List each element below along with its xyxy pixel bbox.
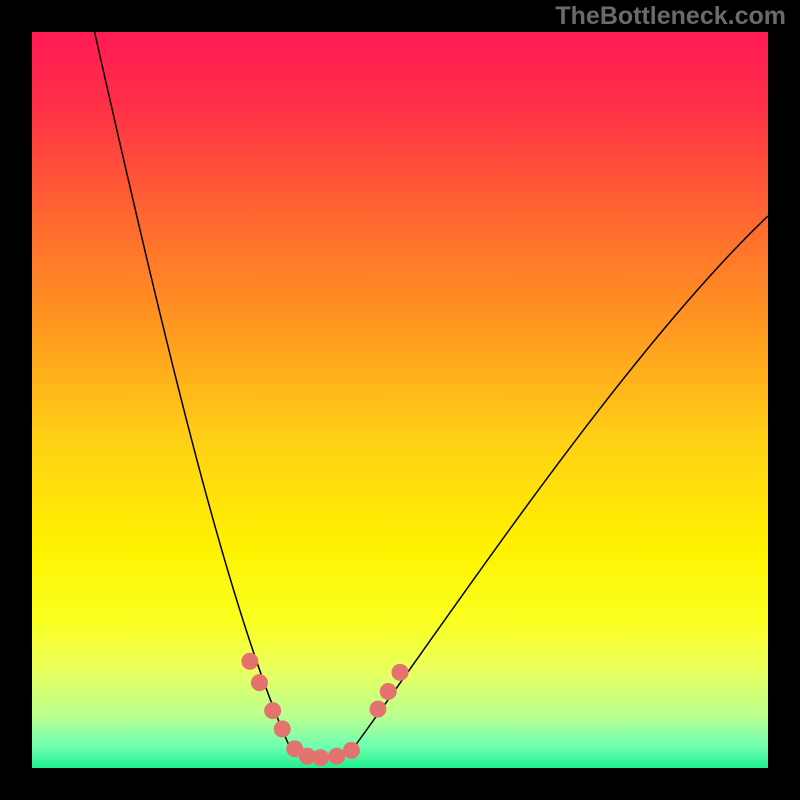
gradient-background xyxy=(32,32,768,768)
marker-point xyxy=(380,683,397,700)
marker-point xyxy=(241,653,258,670)
marker-point xyxy=(251,674,268,691)
marker-point xyxy=(343,742,360,759)
plot-svg xyxy=(32,32,768,768)
marker-point xyxy=(369,701,386,718)
marker-point xyxy=(274,720,291,737)
plot-area xyxy=(32,32,768,768)
chart-container: TheBottleneck.com xyxy=(0,0,800,800)
marker-point xyxy=(328,748,345,765)
marker-point xyxy=(312,749,329,766)
marker-point xyxy=(264,702,281,719)
marker-point xyxy=(392,664,409,681)
watermark-text: TheBottleneck.com xyxy=(555,2,786,31)
